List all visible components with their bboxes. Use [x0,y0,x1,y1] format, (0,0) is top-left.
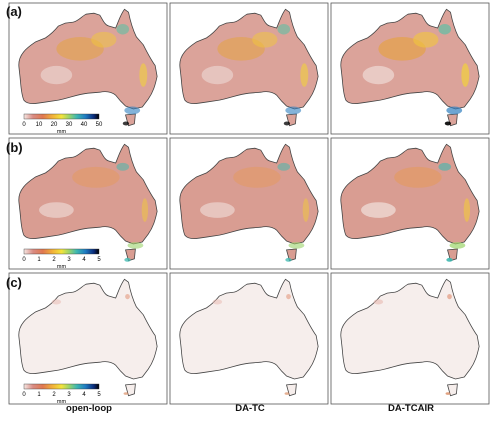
row-label-a: (a) [6,4,22,19]
colorbar-tick: 0 [22,257,26,263]
colorbar-tick: 5 [97,257,101,263]
colorbar-tick: 4 [82,257,86,263]
colorbar-tick: 4 [82,392,86,398]
map-panel-r3-c3 [330,272,490,405]
colorbar-tick: 40 [81,122,88,128]
map-panel-r1-c2 [169,2,329,135]
colorbar-tick: 1 [37,257,41,263]
map-panel-r2-c1 [8,137,168,270]
colorbar-tick: 20 [51,122,58,128]
colorbar-tick: 0 [22,392,26,398]
map-panel-r3-c1 [8,272,168,405]
colorbar-row-2 [23,248,100,255]
colorbar-tick: 30 [66,122,73,128]
row-label-c: (c) [6,275,22,290]
colorbar-unit: mm [57,399,67,405]
map-panel-r2-c3 [330,137,490,270]
column-label-open-loop: open-loop [66,403,112,414]
colorbar-unit: mm [57,129,67,135]
column-label-da-tcair: DA-TCAIR [388,403,434,414]
map-panel-r1-c1 [8,2,168,135]
colorbar-row-3 [23,383,100,390]
colorbar-tick: 2 [52,257,56,263]
map-panel-r1-c3 [330,2,490,135]
colorbar-tick: 10 [36,122,43,128]
colorbar-unit: mm [57,264,67,270]
colorbar-row-1 [23,113,100,120]
colorbar-tick: 3 [67,392,71,398]
colorbar-tick: 0 [22,122,26,128]
column-label-da-tc: DA-TC [235,403,265,414]
colorbar-tick: 3 [67,257,71,263]
row-label-b: (b) [6,140,23,155]
colorbar-tick: 5 [97,392,101,398]
map-panel-r2-c2 [169,137,329,270]
colorbar-tick: 2 [52,392,56,398]
map-panel-r3-c2 [169,272,329,405]
colorbar-tick: 50 [96,122,103,128]
colorbar-tick: 1 [37,392,41,398]
